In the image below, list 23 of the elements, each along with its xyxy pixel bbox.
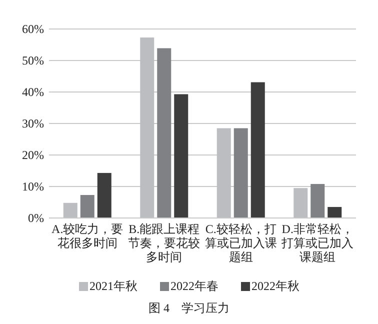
text: 图 4 学习压力 bbox=[148, 300, 230, 317]
legend-label: 2022年秋 bbox=[252, 278, 300, 295]
bar bbox=[97, 172, 112, 218]
x-tick-label: B.能跟上课程节奏，要花较多时间 bbox=[127, 222, 202, 264]
bar bbox=[328, 206, 342, 218]
y-tick-label: 30% bbox=[22, 116, 44, 130]
x-tick-label: A.较吃力，要花很多时间 bbox=[50, 222, 124, 250]
bar bbox=[80, 195, 94, 218]
legend-label: 2022年春 bbox=[170, 278, 218, 295]
legend-label: 2021年秋 bbox=[90, 278, 138, 295]
y-tick-label: 20% bbox=[22, 148, 44, 162]
bar bbox=[174, 94, 188, 218]
y-tick-label: 50% bbox=[22, 54, 44, 68]
x-tick-label: D.非常轻松，打算或已加入课题组 bbox=[280, 222, 355, 264]
bar bbox=[250, 82, 265, 218]
bar bbox=[234, 128, 248, 218]
y-tick-label: 40% bbox=[22, 85, 44, 99]
y-tick-label: 0% bbox=[28, 211, 44, 225]
x-tick-label: C.较轻松，打算或已加入课题组 bbox=[204, 222, 278, 264]
bar bbox=[157, 48, 172, 218]
y-tick-label: 60% bbox=[22, 22, 44, 36]
bar bbox=[310, 184, 325, 218]
y-tick-label: 10% bbox=[22, 180, 44, 194]
